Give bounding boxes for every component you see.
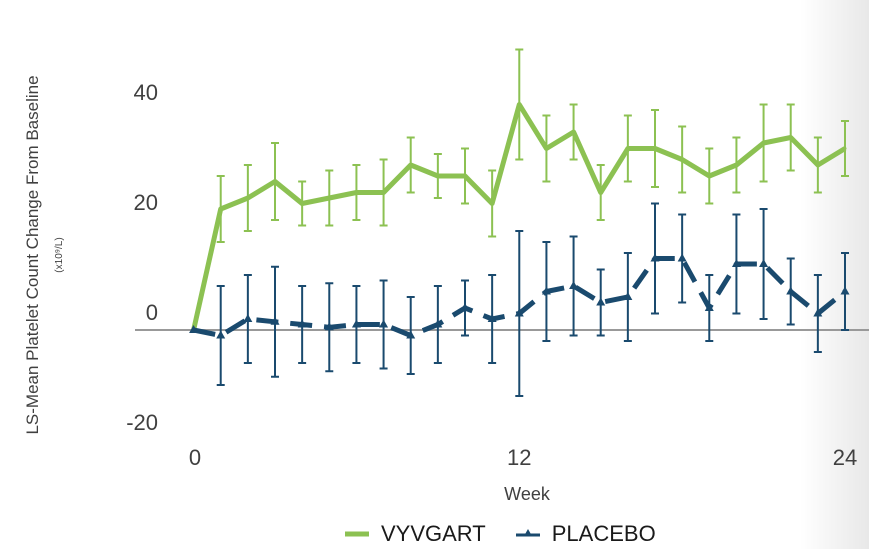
placebo-point — [759, 259, 769, 267]
placebo-swatch-icon — [515, 529, 540, 537]
vyvgart-point — [436, 174, 440, 178]
placebo-point — [487, 314, 497, 322]
y-tick-label: -20 — [126, 410, 158, 435]
vyvgart-point — [300, 202, 304, 205]
vyvgart-point — [762, 141, 766, 145]
vyvgart-point — [463, 174, 467, 178]
placebo-point — [541, 286, 551, 295]
vyvgart-point — [409, 163, 413, 167]
placebo-point — [650, 253, 660, 262]
vyvgart-point — [599, 191, 603, 194]
placebo-point — [813, 308, 823, 317]
x-tick-label: 12 — [507, 445, 531, 470]
placebo-point — [623, 292, 633, 300]
placebo-point — [460, 303, 470, 311]
placebo-point — [324, 322, 334, 331]
y-tick-label: 0 — [146, 300, 158, 325]
x-tick-label: 0 — [189, 445, 201, 470]
vyvgart-point — [816, 163, 820, 167]
vyvgart-point — [734, 163, 738, 167]
vyvgart-point — [572, 130, 576, 134]
placebo-point — [433, 319, 443, 328]
vyvgart-swatch-icon — [345, 531, 369, 537]
legend: VYVGART PLACEBO — [345, 519, 656, 549]
placebo-point — [189, 325, 199, 333]
y-axis-unit: (x10⁹/L) — [54, 237, 65, 272]
vyvgart-point — [544, 147, 548, 150]
legend-item-vyvgart: VYVGART — [345, 521, 486, 547]
vyvgart-point — [490, 202, 494, 205]
vyvgart-point — [354, 191, 358, 194]
vyvgart-point — [327, 196, 331, 200]
vyvgart-point — [382, 191, 386, 194]
placebo-point — [406, 330, 416, 339]
y-tick-label: 40 — [134, 80, 158, 105]
vyvgart-point — [219, 207, 223, 211]
placebo-point — [569, 281, 579, 289]
legend-label-placebo: PLACEBO — [551, 521, 656, 546]
vyvgart-point — [517, 103, 521, 106]
vyvgart-point — [707, 174, 711, 178]
x-tick-label: 24 — [833, 445, 857, 470]
x-tick-labels: 0 12 24 — [189, 445, 857, 470]
placebo-point — [514, 308, 524, 317]
error-bars — [216, 48, 849, 397]
vyvgart-point — [843, 147, 847, 150]
vyvgart-point — [789, 136, 793, 139]
y-tick-labels: 40 20 0 -20 — [126, 80, 158, 435]
vyvgart-point — [653, 147, 657, 150]
y-axis-label: LS-Mean Platelet Count Change From Basel… — [23, 75, 42, 434]
placebo-point — [677, 253, 687, 262]
vyvgart-point — [273, 180, 277, 183]
placebo-point — [596, 297, 606, 306]
placebo-point — [216, 330, 226, 339]
placebo-point — [840, 286, 850, 295]
vyvgart-point — [626, 147, 630, 150]
placebo-point — [270, 316, 280, 325]
vyvgart-point — [680, 158, 684, 161]
placebo-point — [243, 314, 253, 322]
placebo-point — [351, 319, 361, 328]
placebo-point — [297, 319, 307, 328]
vyvgart-point — [246, 196, 250, 200]
y-tick-label: 20 — [134, 190, 158, 215]
placebo-point — [379, 319, 389, 328]
series-markers — [189, 103, 850, 339]
placebo-point — [786, 286, 796, 295]
legend-item-placebo: PLACEBO — [515, 521, 656, 547]
placebo-point — [704, 303, 714, 311]
legend-label-vyvgart: VYVGART — [381, 521, 486, 546]
placebo-point — [731, 259, 741, 267]
x-axis-label: Week — [504, 484, 551, 504]
